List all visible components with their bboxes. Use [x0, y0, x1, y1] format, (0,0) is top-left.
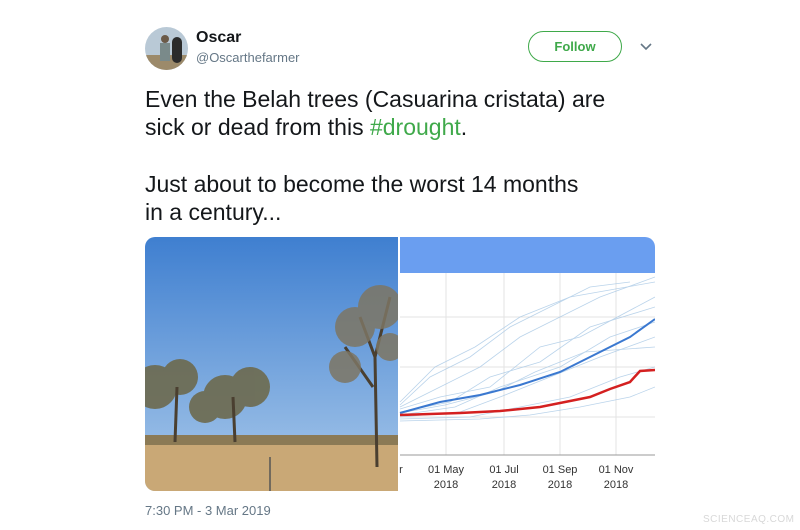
- tweet-line: sick or dead from this #drought.: [145, 114, 467, 141]
- chart-axis-label: 2018: [548, 479, 572, 491]
- chart-axis-labels: r 01 May 2018 01 Jul 2018 01 Sep 2018 01 Nov 201…: [399, 464, 634, 491]
- avatar[interactable]: [145, 27, 188, 70]
- tweet-line: Just about to become the worst 14 months: [145, 171, 578, 198]
- user-name[interactable]: Oscar: [196, 29, 242, 46]
- user-handle[interactable]: @Oscarthefarmer: [196, 50, 300, 65]
- chart-axis-label: 01 Jul: [489, 464, 518, 476]
- media[interactable]: r 01 May 2018 01 Jul 2018 01 Sep 2018 01 Nov 201…: [145, 237, 655, 491]
- chart-axis-label: 01 May: [428, 464, 465, 476]
- chart-image: [399, 237, 655, 491]
- timestamp[interactable]: 7:30 PM - 3 Mar 2019: [145, 503, 271, 518]
- chart-axis-label: 2018: [604, 479, 628, 491]
- follow-button[interactable]: Follow: [528, 31, 622, 62]
- tweet-line: in a century...: [145, 199, 281, 226]
- photo: [145, 237, 404, 491]
- tweet-text: sick or dead from this: [145, 114, 370, 140]
- tweet-text: .: [460, 114, 468, 140]
- chart-axis-label: 01 Nov: [599, 464, 634, 476]
- menu-chevron[interactable]: [638, 38, 654, 54]
- media-images: r 01 May 2018 01 Jul 2018 01 Sep 2018 01 Nov 201…: [145, 237, 655, 491]
- avatar-image: [145, 27, 188, 70]
- tweet-line: Even the Belah trees (Casuarina cristata…: [145, 86, 605, 113]
- chart-axis-label: 01 Sep: [543, 464, 578, 476]
- tweet-text: Even the Belah trees (Casuarina cristata…: [145, 86, 606, 112]
- hashtag[interactable]: #drought: [369, 114, 461, 140]
- chart-axis-label: 2018: [434, 479, 458, 491]
- watermark: SCIENCEAQ.COM: [703, 514, 795, 525]
- tweet-text: Just about to become the worst 14 months: [145, 171, 579, 197]
- chart-axis-label: 2018: [492, 479, 516, 491]
- tweet-text: in a century...: [145, 199, 282, 225]
- chart-axis-label: r: [399, 464, 403, 476]
